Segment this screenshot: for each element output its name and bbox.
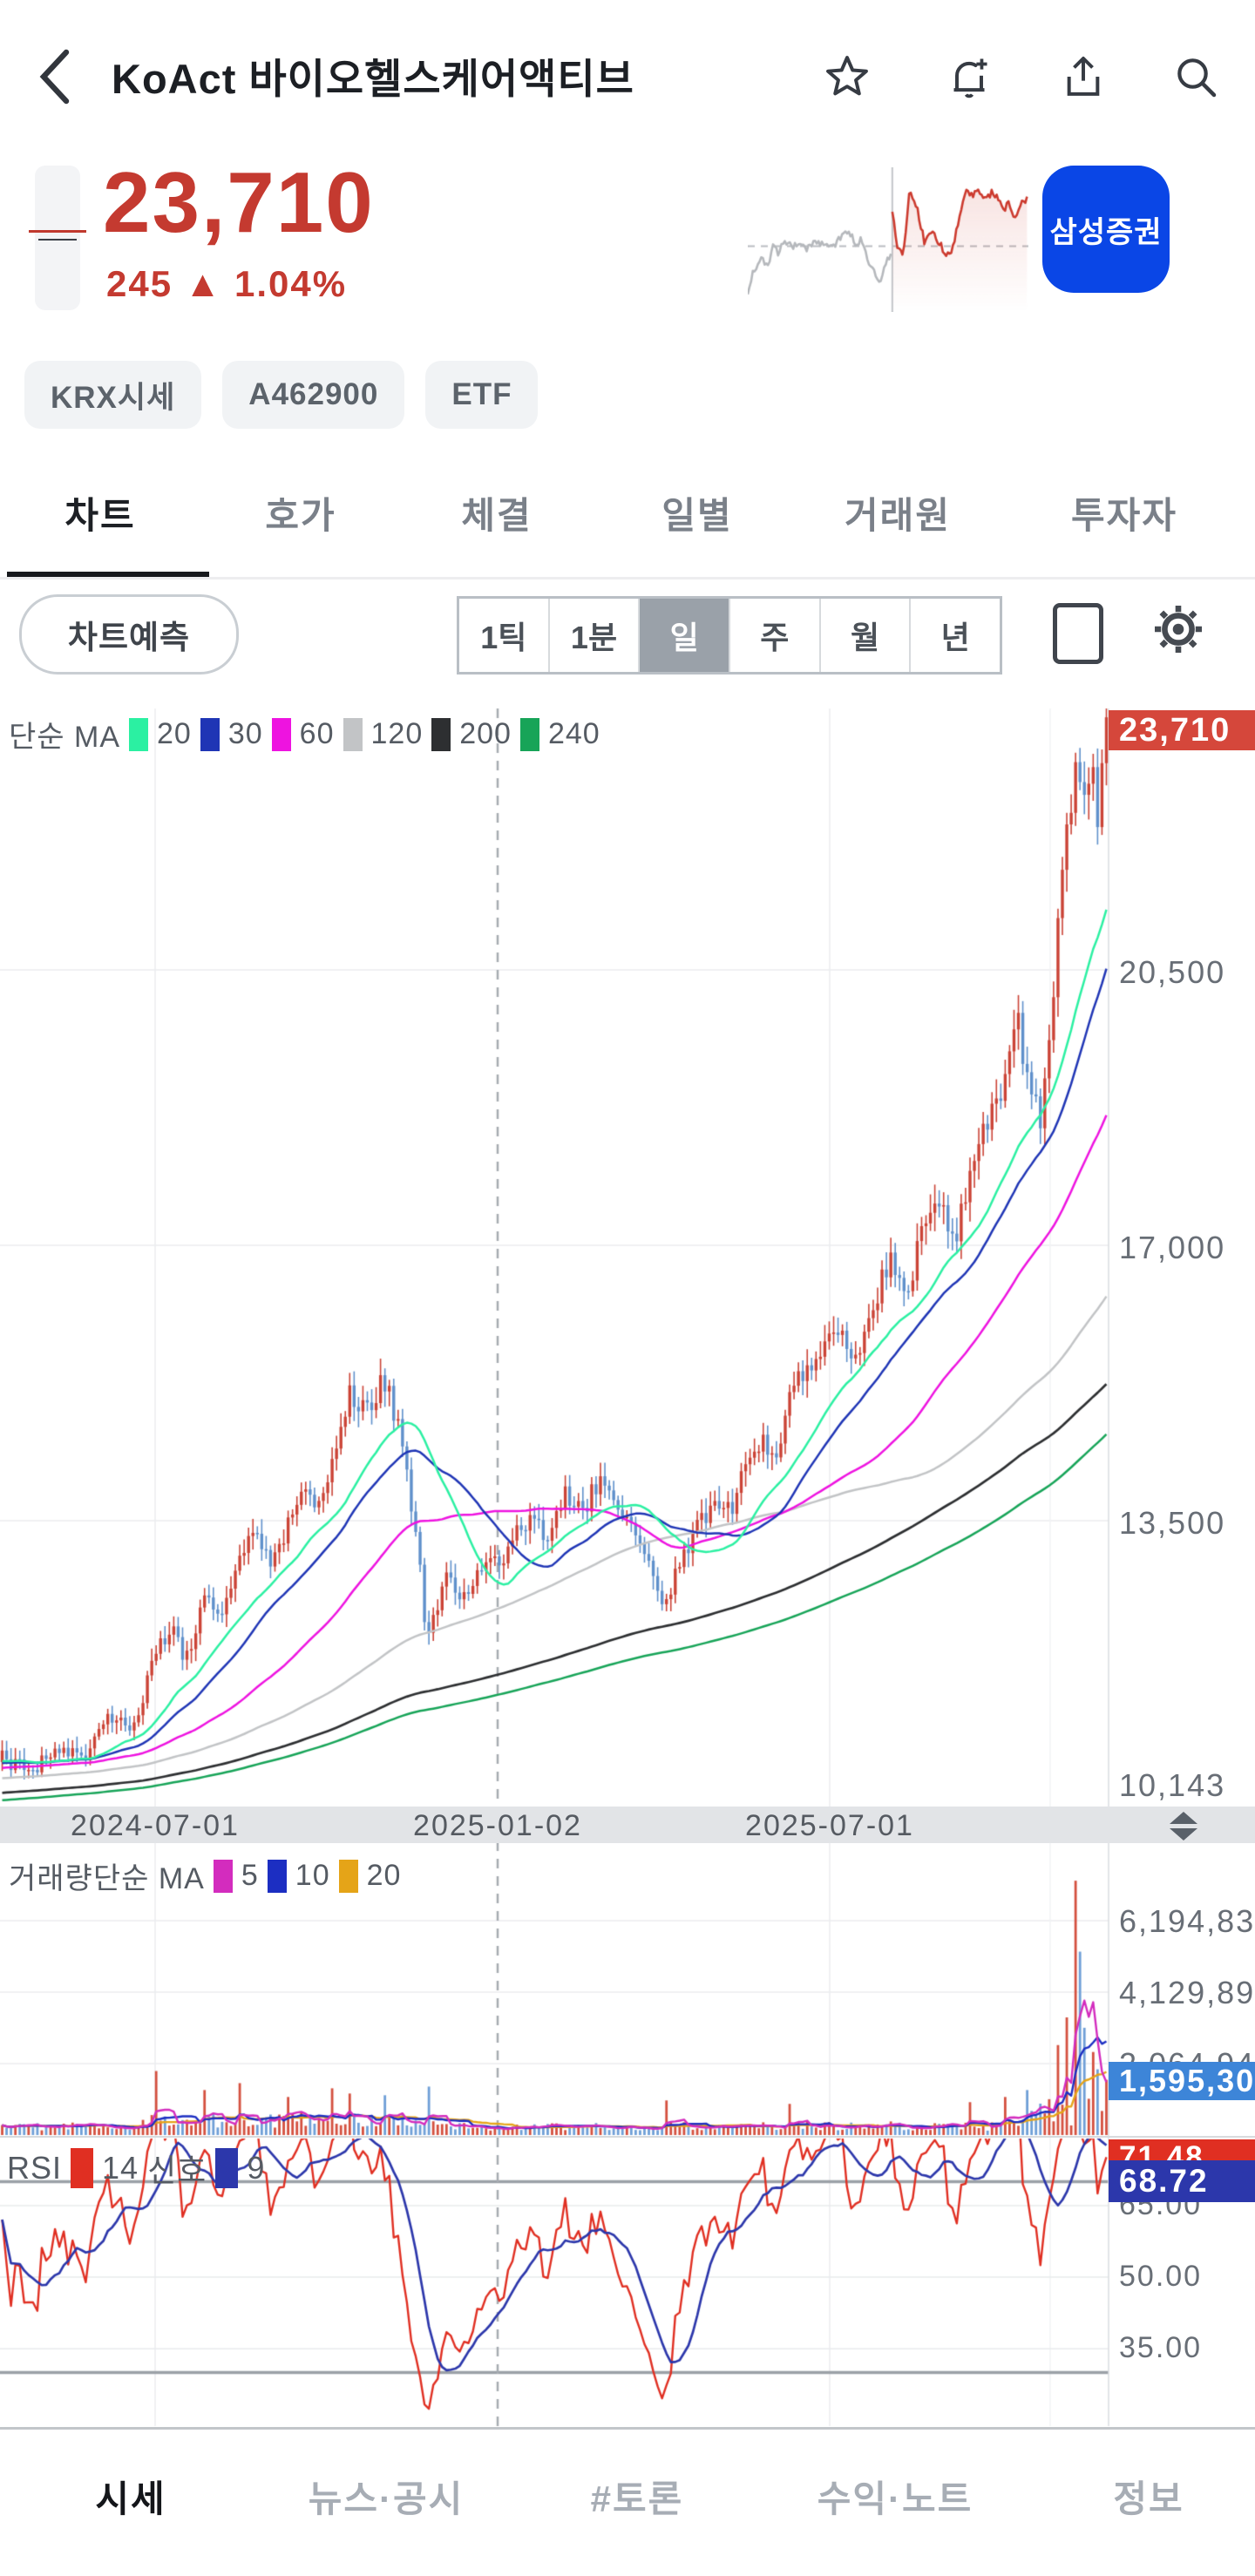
tag-ticker[interactable]: A462900 <box>222 361 405 429</box>
volume-tick-1: 6,194,834 <box>1119 1903 1255 1939</box>
main-chart-canvas[interactable] <box>0 706 1255 2433</box>
price-tick-10143: 10,143 <box>1119 1767 1226 1803</box>
tag-row: KRX시세 A462900 ETF <box>24 361 539 429</box>
alert-button[interactable] <box>945 52 994 101</box>
nav-quotes[interactable]: 시세 <box>95 2478 166 2519</box>
interval-monthly[interactable]: 월 <box>821 599 912 672</box>
volume-rsi-divider <box>0 2136 1255 2138</box>
arrow-up-icon <box>1170 1812 1197 1824</box>
ma20-swatch <box>129 717 149 751</box>
share-button[interactable] <box>1059 52 1108 101</box>
ma60-label: 60 <box>299 717 335 750</box>
tag-type[interactable]: ETF <box>425 361 539 429</box>
nav-info[interactable]: 정보 <box>1113 2478 1184 2519</box>
price-tick-20500: 20,500 <box>1119 954 1226 990</box>
date-label-2: 2025-01-02 <box>413 1809 582 1842</box>
back-button[interactable] <box>30 49 78 105</box>
back-chevron-icon <box>39 49 70 105</box>
ma20-label: 20 <box>157 717 192 750</box>
tag-market[interactable]: KRX시세 <box>24 361 202 429</box>
tab-orderbook[interactable]: 호가 <box>265 495 336 536</box>
arrow-down-icon <box>1170 1828 1197 1840</box>
vol-ma10-swatch <box>267 1859 287 1893</box>
interval-1min[interactable]: 1분 <box>550 599 641 672</box>
gear-icon <box>1155 606 1202 653</box>
ma60-swatch <box>271 717 291 751</box>
vol-ma10-label: 10 <box>295 1859 330 1892</box>
interval-weekly[interactable]: 주 <box>730 599 821 672</box>
vol-ma5-label: 5 <box>241 1859 259 1892</box>
vol-ma5-swatch <box>213 1859 233 1893</box>
interval-yearly[interactable]: 년 <box>940 620 970 655</box>
pane-resize-handle[interactable] <box>1170 1812 1201 1840</box>
rsi-legend-prefix: RSI <box>7 2150 63 2186</box>
price-ma-legend: 단순 MA 20 30 60 120 200 240 <box>9 713 600 756</box>
ma240-swatch <box>519 717 539 751</box>
chart-settings-button[interactable] <box>1147 598 1210 661</box>
favorite-button[interactable] <box>823 52 872 101</box>
tab-brokers[interactable]: 거래원 <box>845 495 951 536</box>
current-price-chip: 23,710 <box>1109 710 1255 750</box>
interval-1tick[interactable]: 1틱 <box>459 599 550 672</box>
price-range-gauge <box>29 166 86 310</box>
ma30-label: 30 <box>227 717 263 750</box>
tab-executions[interactable]: 체결 <box>461 495 533 536</box>
fullscreen-button[interactable] <box>1053 603 1103 664</box>
gauge-base-mark <box>38 239 77 241</box>
date-label-1: 2024-07-01 <box>71 1809 240 1842</box>
current-price: 23,710 <box>103 154 375 250</box>
ma120-label: 120 <box>370 717 424 750</box>
nav-discussion[interactable]: #토론 <box>590 2478 684 2519</box>
volume-ma-legend: 거래량단순 MA 5 10 20 <box>9 1854 401 1897</box>
rsi-swatch <box>71 2148 94 2188</box>
current-volume-chip: 1,595,309 <box>1109 2062 1255 2100</box>
rsi-signal-text: 신호 <box>147 2152 207 2188</box>
ma200-label: 200 <box>459 717 512 750</box>
vol-ma20-swatch <box>338 1859 358 1893</box>
star-icon <box>826 56 868 96</box>
search-button[interactable] <box>1171 52 1220 101</box>
ma240-label: 240 <box>547 717 600 750</box>
interval-daily[interactable]: 일 <box>640 599 731 672</box>
ma30-swatch <box>200 717 220 751</box>
rsi-signal-chip: 68.72 <box>1109 2160 1255 2202</box>
section-tabbar: 차트 호가 체결 일별 거래원 투자자 <box>0 471 1255 580</box>
date-label-3: 2025-07-01 <box>745 1809 914 1842</box>
rsi-signal-swatch <box>215 2148 239 2188</box>
share-icon <box>1067 57 1100 96</box>
mini-sparkline-chart <box>748 167 1028 312</box>
stock-title: KoAct 바이오헬스케어액티브 <box>112 56 634 102</box>
rsi-legend: RSI 14 신호 9 <box>7 2146 265 2191</box>
nav-news[interactable]: 뉴스·공시 <box>308 2478 465 2519</box>
tab-chart[interactable]: 차트 <box>64 495 136 536</box>
bell-add-icon <box>953 58 987 98</box>
rsi-period-label: 14 <box>102 2150 139 2186</box>
tab-investors[interactable]: 투자자 <box>1071 495 1177 536</box>
vol-legend-prefix: 거래량단순 MA <box>9 1862 205 1895</box>
ma120-swatch <box>343 717 363 751</box>
price-change: 245 ▲ 1.04% <box>106 263 348 304</box>
nav-profit-note[interactable]: 수익·노트 <box>817 2478 973 2519</box>
ma200-swatch <box>431 717 451 751</box>
volume-tick-2: 4,129,890 <box>1119 1975 1255 2010</box>
price-tick-13500: 13,500 <box>1119 1505 1226 1541</box>
broker-app-badge[interactable]: 삼성증권 <box>1042 166 1170 293</box>
ma-legend-prefix: 단순 MA <box>9 721 121 754</box>
rsi-tick-35: 35.00 <box>1119 2331 1203 2364</box>
vol-ma20-label: 20 <box>366 1859 402 1892</box>
interval-segmented-control: 1틱 1분 일 주 월 년 <box>457 596 1002 675</box>
price-tick-17000: 17,000 <box>1119 1230 1226 1265</box>
rsi-tick-50: 50.00 <box>1119 2260 1203 2293</box>
x-axis-date-bar[interactable]: 2024-07-01 2025-01-02 2025-07-01 <box>0 1807 1255 1843</box>
search-icon <box>1177 58 1217 98</box>
tab-daily[interactable]: 일별 <box>661 495 733 536</box>
chart-bottom-border <box>0 2427 1255 2430</box>
active-tab-underline <box>7 572 209 577</box>
gauge-current-mark <box>29 230 86 233</box>
chart-forecast-button[interactable]: 차트예측 <box>19 594 239 675</box>
rsi-signal-period-label: 9 <box>247 2150 266 2186</box>
bottom-navigation: 시세 뉴스·공시 #토론 수익·노트 정보 <box>0 2440 1255 2576</box>
